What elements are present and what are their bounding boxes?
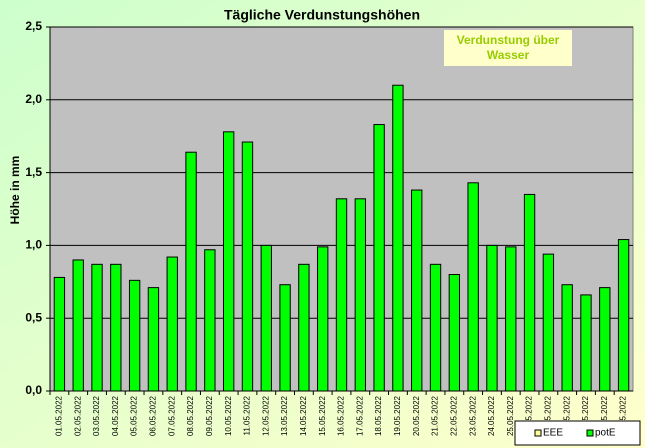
x-tick-label: 22.05.2022	[449, 395, 458, 436]
x-tick-label: 06.05.2022	[149, 395, 158, 436]
bar	[505, 246, 517, 392]
bar	[110, 263, 122, 392]
x-tick-label: 12.05.2022	[261, 395, 270, 436]
x-tick-label: 28.05.2022	[562, 395, 571, 436]
x-tick-label: 07.05.2022	[167, 395, 176, 436]
x-tick-label: 18.05.2022	[374, 395, 383, 436]
bar	[53, 276, 66, 392]
y-tick-label: 2,5	[25, 19, 42, 33]
y-tick-label: 1,0	[25, 238, 42, 252]
x-tick-label: 24.05.2022	[487, 395, 496, 436]
bar	[392, 84, 404, 392]
bar	[298, 263, 310, 392]
bar	[166, 256, 178, 392]
x-tick-label: 31.05.2022	[619, 395, 628, 436]
x-tick-label: 25.05.2022	[506, 395, 515, 436]
x-tick-label: 21.05.2022	[431, 395, 440, 436]
bar	[561, 284, 573, 392]
bar	[241, 141, 254, 392]
bar	[204, 249, 216, 392]
x-tick-label: 02.05.2022	[73, 395, 82, 436]
y-axis-label: Höhe in mm	[8, 156, 22, 225]
bar	[260, 244, 272, 392]
y-tick-label: 0,0	[25, 383, 42, 397]
bar	[128, 279, 141, 392]
x-tick-label: 23.05.2022	[468, 395, 477, 436]
x-tick-label: 08.05.2022	[186, 395, 195, 436]
bar	[523, 193, 536, 392]
legend-swatch	[586, 429, 594, 437]
x-tick-label: 04.05.2022	[111, 395, 120, 436]
bar	[411, 189, 423, 392]
bar	[448, 274, 461, 392]
bar	[373, 124, 385, 392]
legend-swatch	[534, 429, 542, 437]
bar	[222, 131, 235, 392]
x-tick-label: 01.05.2022	[55, 395, 64, 436]
x-tick-label: 15.05.2022	[318, 395, 327, 436]
x-tick-label: 29.05.2022	[581, 395, 590, 436]
bar	[486, 244, 498, 392]
bar	[72, 259, 84, 392]
x-tick-label: 14.05.2022	[299, 395, 308, 436]
legend-label: potE	[595, 428, 616, 439]
y-tick-label: 0,5	[25, 310, 42, 324]
bar	[599, 287, 611, 392]
x-tick-label: 10.05.2022	[224, 395, 233, 436]
bar	[429, 263, 442, 392]
legend	[514, 420, 641, 446]
annotation-box	[444, 30, 572, 66]
x-tick-label: 03.05.2022	[92, 395, 101, 436]
bar	[317, 246, 329, 392]
x-tick-label: 13.05.2022	[280, 395, 289, 436]
bar	[91, 263, 103, 392]
x-tick-label: 09.05.2022	[205, 395, 214, 436]
bar	[467, 182, 479, 392]
bar	[354, 198, 366, 392]
bar	[279, 284, 291, 392]
x-tick-label: 30.05.2022	[600, 395, 609, 436]
bar	[617, 239, 630, 392]
bar	[335, 198, 348, 392]
bar	[185, 151, 197, 392]
x-tick-label: 20.05.2022	[412, 395, 421, 436]
y-tick-label: 1,5	[25, 165, 42, 179]
x-tick-label: 27.05.2022	[543, 395, 552, 436]
legend-label: EEE	[543, 428, 563, 439]
x-tick-label: 17.05.2022	[355, 395, 364, 436]
y-tick-label: 2,0	[25, 92, 42, 106]
annotation: Verdunstung über	[457, 33, 560, 47]
x-tick-label: 05.05.2022	[130, 395, 139, 436]
bar	[580, 294, 592, 392]
x-tick-label: 16.05.2022	[337, 395, 346, 436]
x-tick-label: 26.05.2022	[525, 395, 534, 436]
chart-title: Tägliche Verdunstungshöhen	[224, 7, 420, 23]
bar	[542, 253, 555, 392]
x-tick-label: 19.05.2022	[393, 395, 402, 436]
x-tick-label: 11.05.2022	[243, 395, 252, 435]
bar	[147, 287, 160, 392]
annotation: Wasser	[487, 48, 530, 62]
